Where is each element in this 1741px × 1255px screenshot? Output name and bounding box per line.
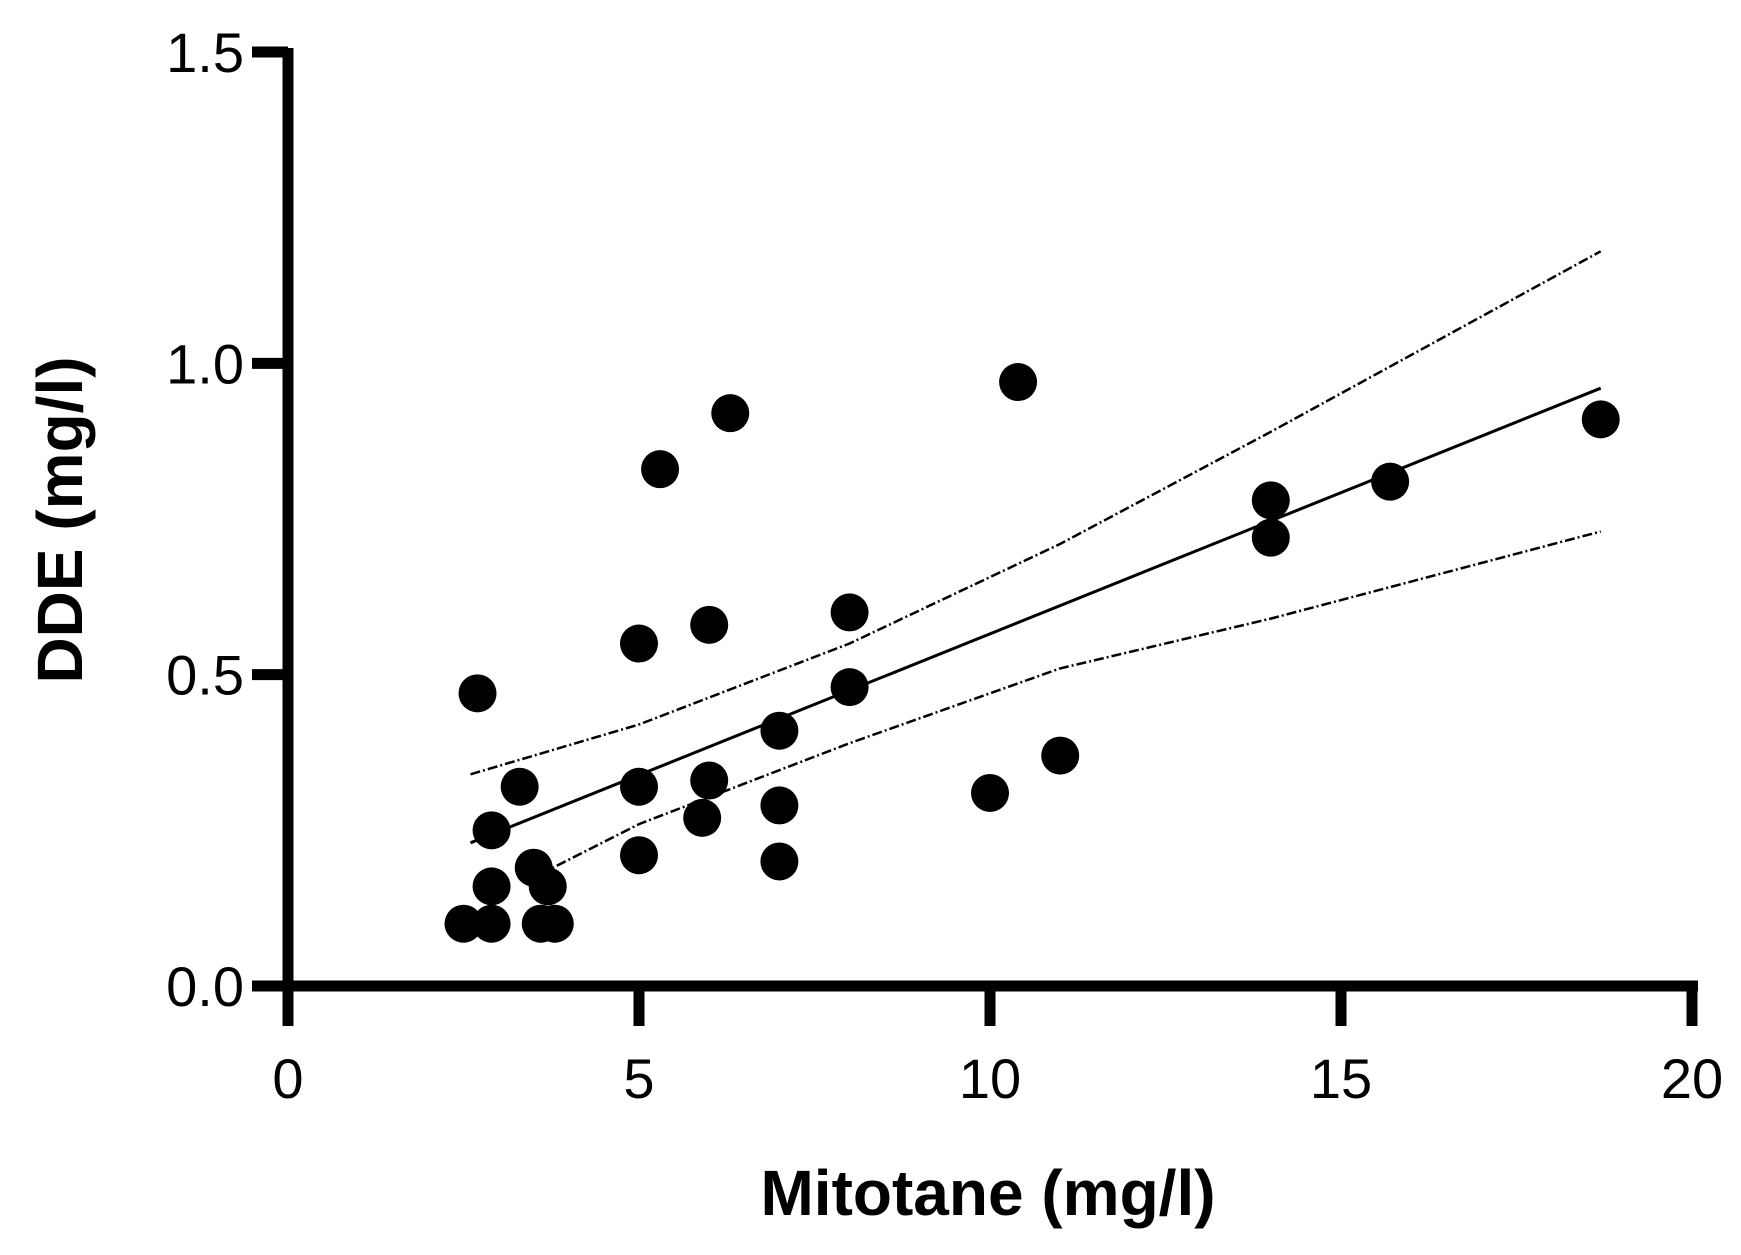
data-point [500,767,539,806]
x-tick-label: 5 [623,1047,654,1110]
data-point [690,761,729,800]
x-tick-label: 20 [1661,1047,1723,1110]
y-axis-title: DDE (mg/l) [24,356,96,683]
ci-lower-line [540,530,1602,876]
axes-layer: 0.0 0.5 1.0 1.5 0 5 10 15 20 [166,21,1723,1110]
data-point [620,767,658,806]
data-point [760,711,799,750]
data-point [999,363,1038,402]
data-point [472,811,511,850]
x-axis-title: Mitotane (mg/l) [760,1157,1215,1229]
x-tick-label: 15 [1310,1047,1372,1110]
data-point [711,394,750,433]
regression-line [469,386,1602,845]
data-point [1371,462,1410,501]
data-point [1251,518,1290,557]
y-tick-label: 0.0 [166,955,244,1018]
x-tick-label: 0 [272,1047,303,1110]
ci-upper-line [470,250,1602,776]
data-point [535,904,574,943]
confidence-band-layer [470,250,1602,876]
data-point [528,867,567,906]
data-points-layer [444,363,1620,943]
data-point [1581,400,1620,439]
data-point [830,593,869,632]
x-tick-label: 10 [959,1047,1021,1110]
regression-line-layer [469,386,1602,845]
data-point [830,668,869,707]
y-tick-label: 1.0 [166,332,244,395]
y-tick-label: 0.5 [166,644,244,707]
data-point [641,450,680,489]
data-point [683,798,722,837]
data-point [971,773,1009,812]
data-point [472,904,511,943]
data-point [472,867,511,906]
data-point [444,904,483,943]
data-point [690,605,729,644]
data-point [760,786,799,825]
data-point [1251,481,1290,520]
data-point [620,624,658,663]
data-point [620,836,658,875]
data-point [1041,736,1080,775]
data-point [458,674,497,713]
data-point [760,842,799,881]
y-tick-label: 1.5 [166,21,244,84]
